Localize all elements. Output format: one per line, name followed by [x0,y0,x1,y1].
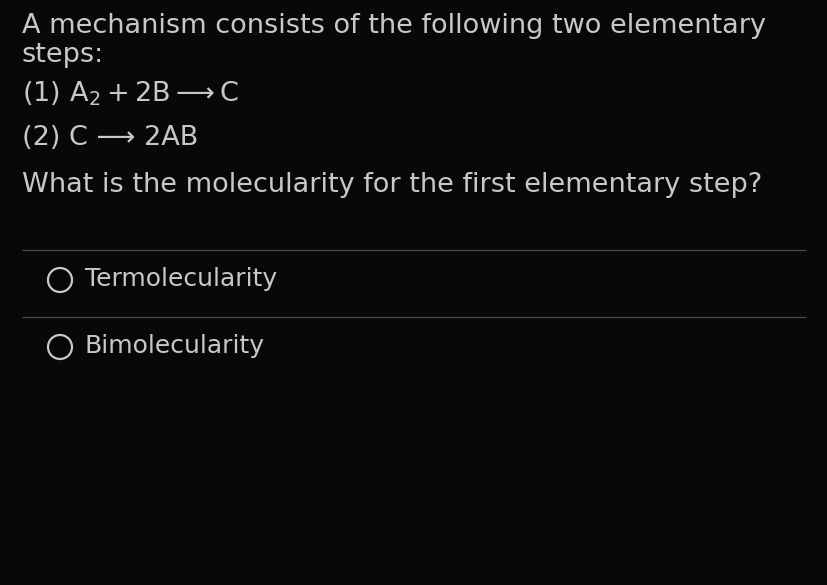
Text: (2) C ⟶ 2AB: (2) C ⟶ 2AB [22,125,198,151]
Text: $(1)\ \mathsf{A_2 + 2B \longrightarrow C}$: $(1)\ \mathsf{A_2 + 2B \longrightarrow C… [22,80,239,108]
Text: What is the molecularity for the first elementary step?: What is the molecularity for the first e… [22,172,762,198]
Text: Termolecularity: Termolecularity [85,267,277,291]
Text: Bimolecularity: Bimolecularity [85,334,265,358]
Text: steps:: steps: [22,42,104,68]
Text: A mechanism consists of the following two elementary: A mechanism consists of the following tw… [22,13,765,39]
